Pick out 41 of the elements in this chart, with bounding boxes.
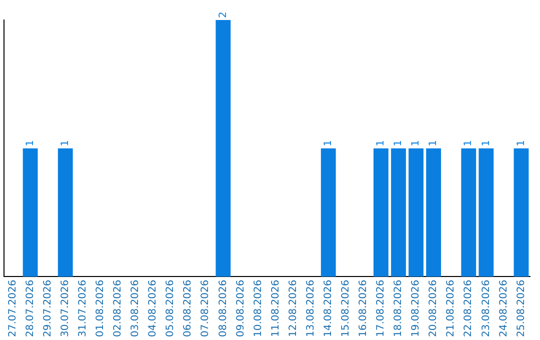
data-label: 1 <box>516 140 527 146</box>
data-label: 1 <box>480 140 492 146</box>
x-tick-label: 06.08.2026 <box>182 280 194 338</box>
x-tick-label: 15.08.2026 <box>340 280 352 338</box>
x-tick-label: 02.08.2026 <box>112 280 124 338</box>
x-tick-label: 16.08.2026 <box>358 280 370 338</box>
x-tick-label: 19.08.2026 <box>410 280 422 338</box>
x-tick-label: 04.08.2026 <box>148 280 159 338</box>
x-tick-label: 31.07.2026 <box>77 280 88 338</box>
x-tick-label: 13.08.2026 <box>305 280 316 338</box>
x-tick-label: 11.08.2026 <box>270 280 282 338</box>
data-label: 1 <box>463 140 474 146</box>
x-tick-label: 28.07.2026 <box>24 280 36 338</box>
x-tick-label: 01.08.2026 <box>95 280 106 338</box>
data-label: 1 <box>60 140 71 146</box>
x-tick-label: 14.08.2026 <box>322 280 334 338</box>
x-tick-label: 21.08.2026 <box>446 280 457 338</box>
x-tick-label: 12.08.2026 <box>288 280 299 338</box>
x-tick-label: 09.08.2026 <box>235 280 246 338</box>
x-tick-label: 07.08.2026 <box>200 280 212 338</box>
data-label: 1 <box>24 140 36 146</box>
x-tick-label: 08.08.2026 <box>218 280 229 338</box>
data-label: 2 <box>218 12 229 18</box>
x-tick-label: 22.08.2026 <box>463 280 474 338</box>
data-label: 1 <box>428 140 440 146</box>
x-tick-label: 20.08.2026 <box>428 280 440 338</box>
x-tick-label: 10.08.2026 <box>252 280 264 338</box>
x-tick-label: 29.07.2026 <box>42 280 54 338</box>
x-tick-label: 30.07.2026 <box>60 280 71 338</box>
data-label: 1 <box>322 140 334 146</box>
x-tick-label: 05.08.2026 <box>165 280 176 338</box>
x-tick-label: 03.08.2026 <box>130 280 142 338</box>
x-tick-label: 17.08.2026 <box>376 280 387 338</box>
x-tick-label: 24.08.2026 <box>498 280 510 338</box>
x-tick-label: 27.07.2026 <box>7 280 18 338</box>
data-label: 1 <box>376 140 387 146</box>
x-tick-label: 18.08.2026 <box>393 280 404 338</box>
data-label: 1 <box>410 140 422 146</box>
x-tick-label: 25.08.2026 <box>516 280 527 338</box>
x-tick-label: 23.08.2026 <box>480 280 492 338</box>
data-label: 1 <box>393 140 404 146</box>
